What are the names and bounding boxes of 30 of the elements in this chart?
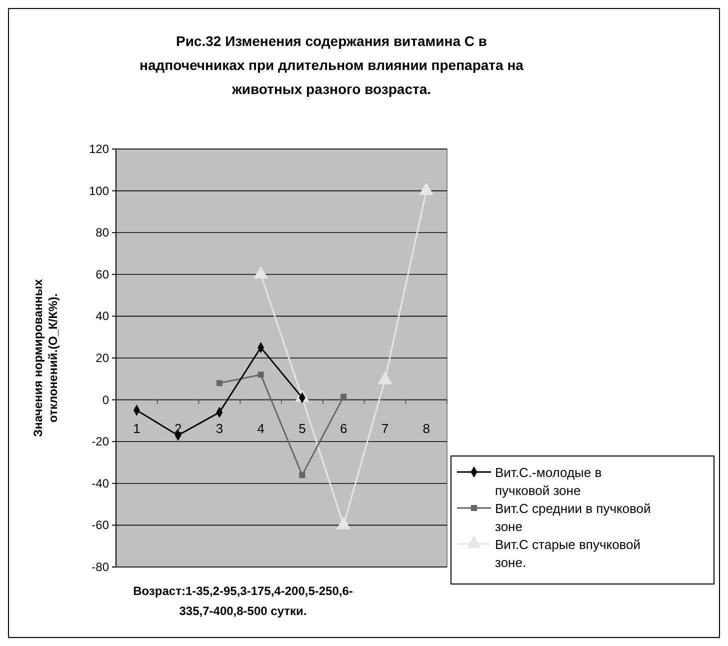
x-tick-label: 3 xyxy=(216,420,224,436)
x-tick-label: 4 xyxy=(257,420,264,436)
x-tick-label: 6 xyxy=(340,420,348,436)
x-tick-label: 5 xyxy=(298,420,306,436)
y-tick-label: 0 xyxy=(102,392,110,407)
point xyxy=(299,472,306,478)
y-tick-label: 120 xyxy=(88,142,110,156)
x-tick-label: 8 xyxy=(422,420,430,436)
y-tick-label: 60 xyxy=(96,267,110,282)
point xyxy=(419,182,434,195)
point xyxy=(340,394,347,400)
chart-title: Рис.32 Изменения содержания витамина С в надпочечниках при длительном влиянии препарата на животных разного возраста. xyxy=(140,33,524,97)
x-tick-label: 7 xyxy=(381,420,389,436)
legend-label: Вит.С среднии в пучковой зоне xyxy=(495,501,651,534)
y-tick-label: -60 xyxy=(92,518,110,532)
x-axis-title: Возраст:1-35,2-95,3-175,4-200,5-250,6-335,7-400,8-500 сутки. xyxy=(133,584,353,618)
y-tick-label: -40 xyxy=(92,476,110,490)
legend-label: Вит.С старые впучковой зоне. xyxy=(495,537,641,570)
y-axis-title: Значения нормированных отклонений.(О_К/К%). xyxy=(31,278,60,437)
y-tick-label: -20 xyxy=(92,434,110,449)
point xyxy=(258,372,264,378)
y-tick-label: 20 xyxy=(96,351,110,365)
legend-label: Вит.С.-молодые в пучковой зоне xyxy=(495,465,602,498)
x-tick-label: 1 xyxy=(133,420,140,436)
point xyxy=(216,380,222,386)
y-tick-label: 100 xyxy=(88,184,110,198)
point xyxy=(254,266,268,279)
y-tick-label: 40 xyxy=(96,309,110,324)
y-tick-label: -80 xyxy=(92,560,110,574)
y-tick-label: 80 xyxy=(96,226,110,240)
